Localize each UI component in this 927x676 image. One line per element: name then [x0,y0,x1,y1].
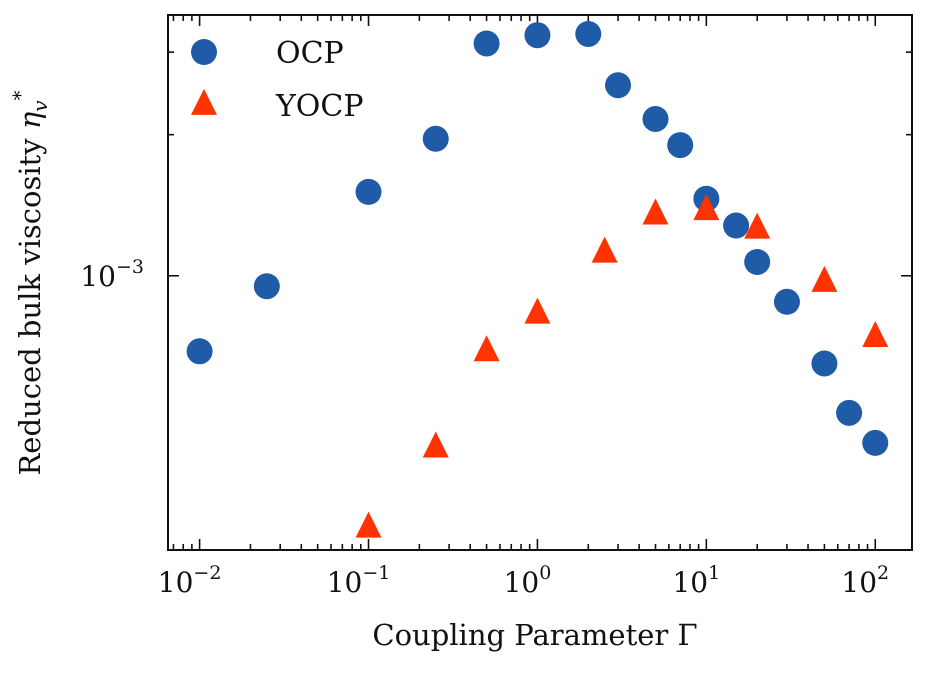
x-tick-label: 101 [672,562,720,599]
yocp-point [524,297,551,324]
y-axis-label-symbol: η [13,111,47,129]
legend-label-ocp: OCP [276,36,344,71]
legend: OCP YOCP [191,36,364,124]
ocp-point [355,178,382,205]
yocp-point [642,198,669,225]
x-tick-label: 10−2 [158,562,222,599]
yocp-point [693,194,720,221]
ocp-point [836,399,863,426]
ocp-point [605,72,632,99]
legend-label-yocp: YOCP [275,89,364,124]
plot-frame [167,14,913,551]
y-axis-label-superscript: * [8,90,32,100]
yocp-point [862,320,889,347]
ocp-point [811,350,838,377]
ocp-point [642,105,669,132]
yocp-point [473,335,500,362]
ocp-point [667,132,694,159]
x-tick-labels: 10−2 10−1 100 101 102 [158,562,889,599]
ocp-point [186,338,213,365]
ocp-point [744,248,771,275]
yocp-point [422,431,449,458]
y-tick-labels: 10−3 [80,256,144,293]
x-tick-label: 10−1 [327,562,391,599]
ocp-point [575,20,602,47]
x-tick-label: 100 [504,562,552,599]
legend-item-yocp: YOCP [191,88,364,124]
yocp-point [591,236,618,263]
ocp-point [253,273,280,300]
ocp-point [773,288,800,315]
y-axis-label-subscript: v [28,100,52,112]
ocp-point [422,125,449,152]
legend-item-ocp: OCP [191,36,344,71]
data-points [186,20,889,538]
yocp-point [811,265,838,292]
ocp-point [723,212,750,239]
x-axis-label: Coupling Parameter Γ [372,618,697,652]
svg-text:Reduced bulk viscosity ηv*: Reduced bulk viscosity ηv* [8,90,52,475]
y-axis-label-text: Reduced bulk viscosity [13,129,47,475]
legend-marker-ocp [191,39,217,65]
yocp-point [744,212,771,239]
yocp-point [355,511,382,538]
plot-area [168,15,912,550]
ocp-point [473,30,500,57]
y-axis-label: Reduced bulk viscosity ηv* [8,90,52,475]
y-tick-label: 10−3 [80,256,144,293]
ocp-point [862,429,889,456]
legend-marker-yocp [191,88,217,115]
ocp-point [524,22,551,49]
x-tick-label: 102 [841,562,889,599]
